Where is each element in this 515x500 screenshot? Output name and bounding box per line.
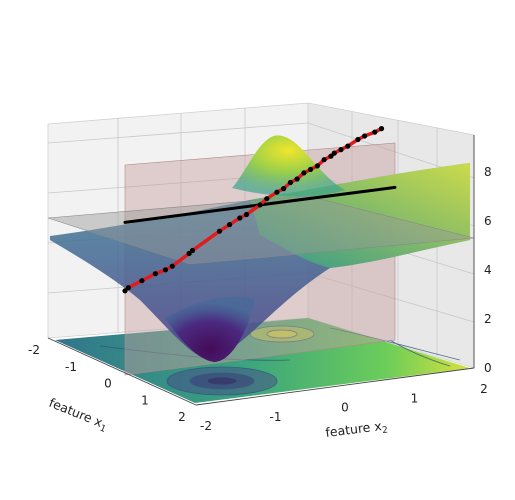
- data-point: [216, 228, 223, 234]
- y-tick-label: 2: [480, 382, 488, 396]
- data-point: [331, 150, 337, 156]
- data-point: [294, 176, 300, 182]
- data-point: [301, 170, 307, 176]
- data-point: [257, 202, 263, 208]
- x-tick-label: 1: [141, 393, 149, 407]
- y-axis-label: feature x2: [325, 418, 389, 443]
- data-point: [162, 267, 169, 273]
- data-point: [345, 143, 351, 149]
- data-point: [378, 126, 385, 132]
- data-point: [362, 133, 368, 139]
- z-tick-label: 0: [484, 361, 492, 375]
- data-point: [122, 288, 128, 294]
- data-point: [186, 250, 192, 257]
- data-point: [321, 157, 327, 163]
- x-tick-label: -1: [65, 360, 77, 374]
- y-tick-label: 1: [411, 391, 419, 405]
- data-point: [281, 186, 287, 192]
- y-tick-label: -1: [270, 410, 282, 424]
- data-point: [328, 153, 334, 159]
- axis-lines: [47, 135, 475, 406]
- data-point: [243, 211, 250, 218]
- data-point: [189, 247, 196, 254]
- data-point: [227, 222, 233, 228]
- data-point: [125, 285, 131, 291]
- data-point: [169, 263, 175, 269]
- z-tick-label: 4: [484, 263, 492, 277]
- y-tick-label: 0: [341, 401, 349, 415]
- x-tick-label: -2: [28, 343, 40, 357]
- data-point: [287, 179, 293, 186]
- surface: [50, 135, 470, 362]
- data-point: [264, 196, 270, 202]
- data-point: [308, 166, 314, 172]
- data-point: [237, 215, 243, 221]
- z-tick-label: 2: [484, 312, 492, 326]
- x-axis-label: feature x1: [46, 395, 110, 435]
- data-point: [372, 129, 378, 135]
- y-tick-label: -2: [200, 419, 212, 433]
- series-layer: [122, 126, 397, 294]
- y-tick-labels: -2 -1 0 1 2: [200, 382, 488, 433]
- data-point: [274, 189, 280, 195]
- data-point: [355, 136, 361, 143]
- data-point: [152, 271, 158, 277]
- x-tick-labels: -2 -1 0 1 2: [28, 343, 186, 424]
- floor-contours: [99, 325, 461, 396]
- z-tick-labels: 0 2 4 6 8: [484, 165, 492, 375]
- z-tick-label: 8: [484, 165, 492, 179]
- z-tick-label: 6: [484, 214, 492, 228]
- data-point: [314, 163, 320, 169]
- data-point: [338, 147, 344, 153]
- x-tick-label: 0: [104, 377, 112, 391]
- x-tick-label: 2: [178, 410, 186, 424]
- data-point: [139, 278, 145, 284]
